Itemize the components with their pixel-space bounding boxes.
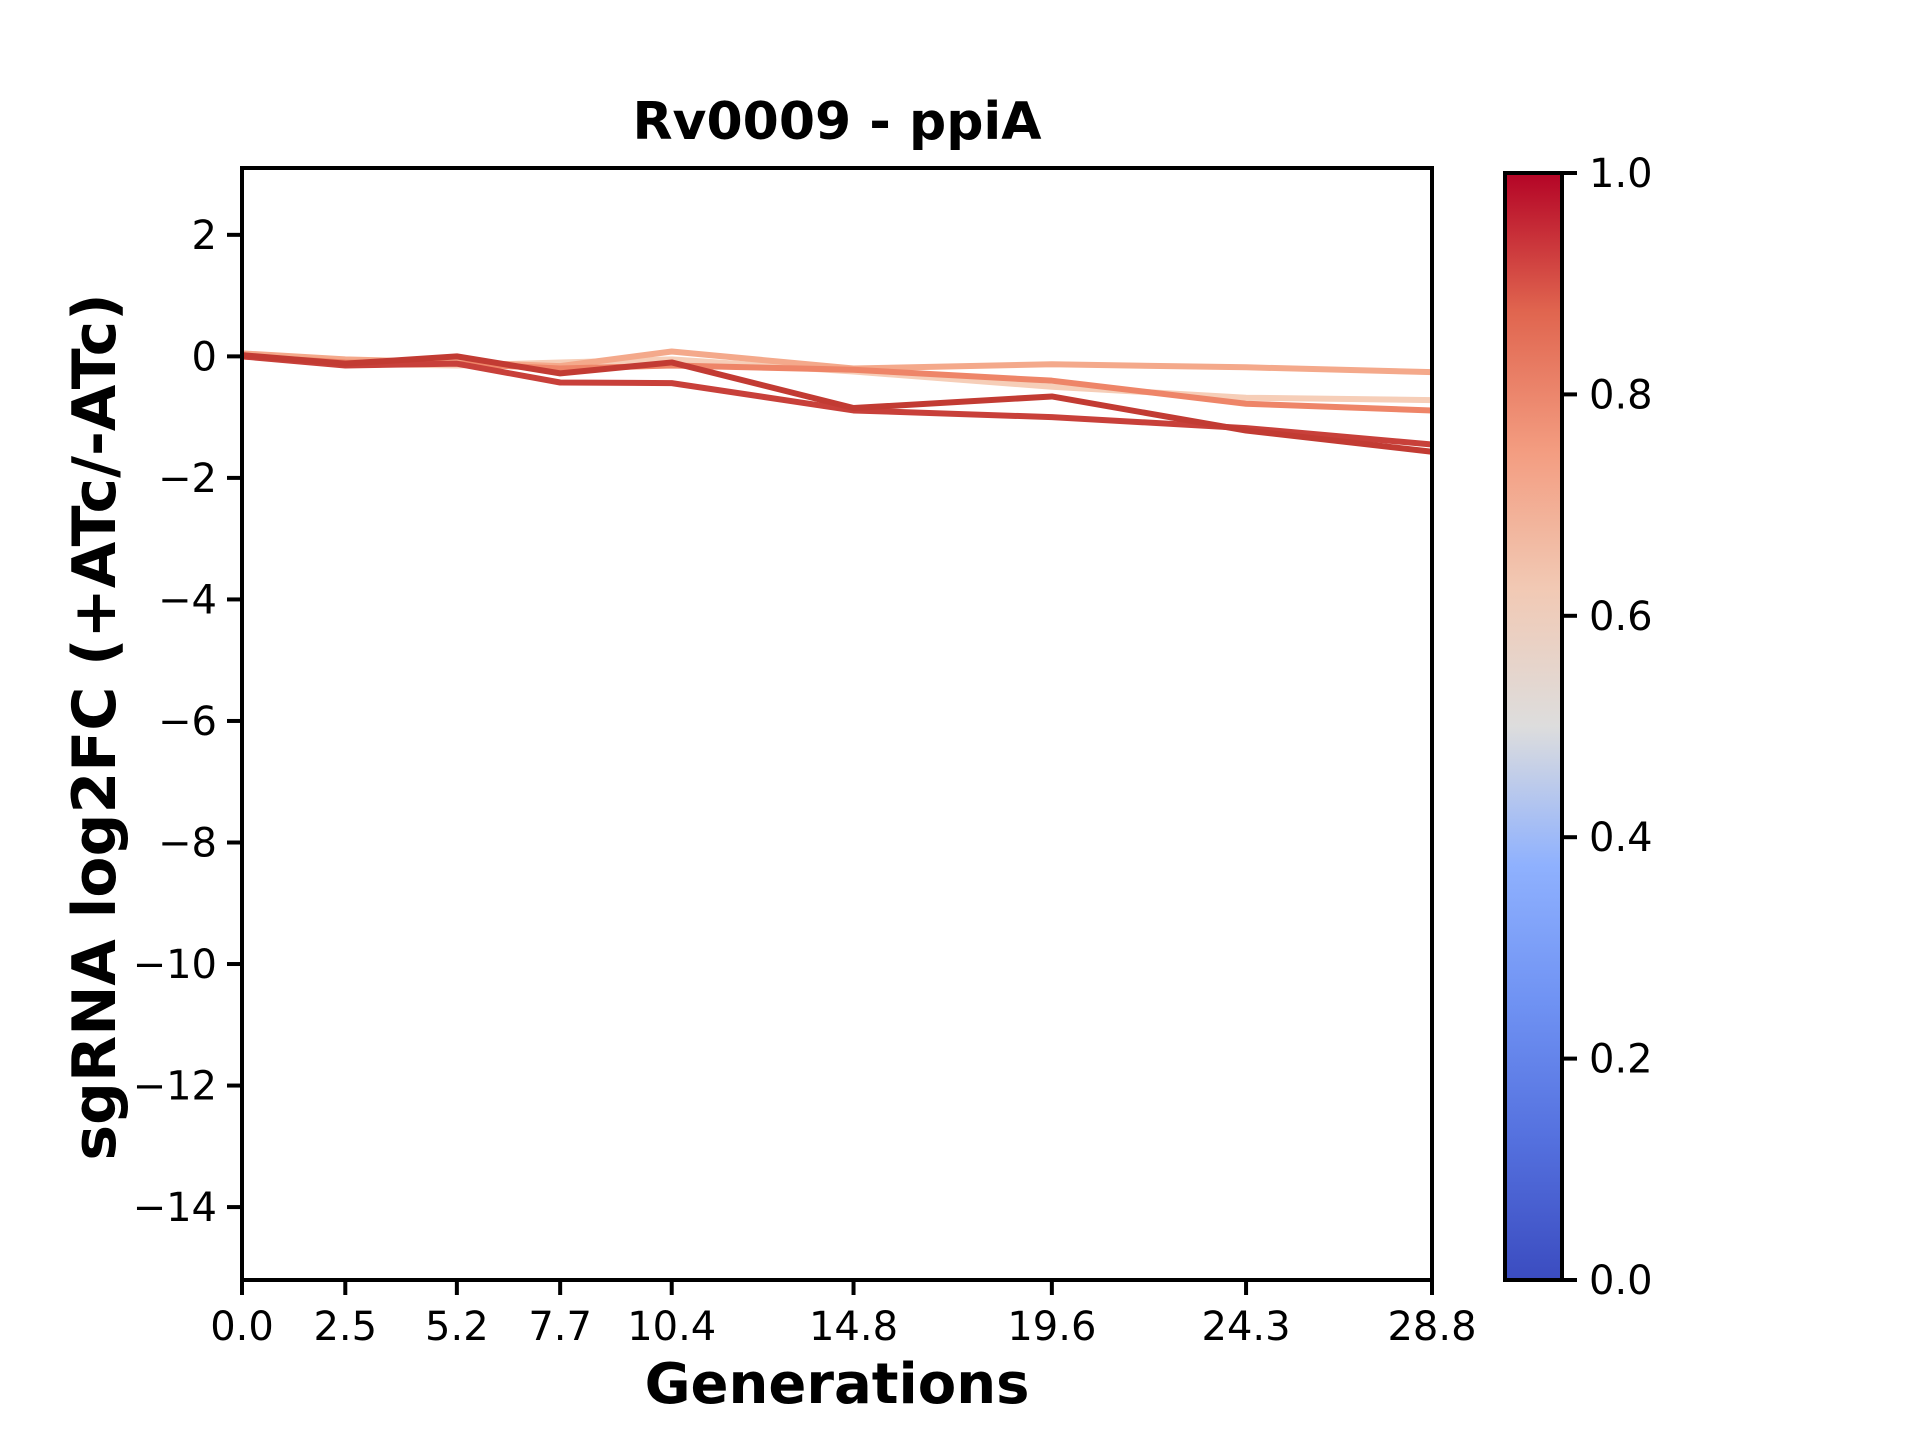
colorbar bbox=[1503, 171, 1564, 1282]
y-tick-label: −12 bbox=[133, 1064, 217, 1110]
y-axis-ticks: 2 0 −2 −4 −6 −8 −10 −12 −14 bbox=[133, 213, 242, 1231]
colorbar-tick-label: 0.4 bbox=[1589, 815, 1653, 861]
colorbar-ticks: 1.0 0.8 0.6 0.4 0.2 0.0 bbox=[1562, 151, 1653, 1304]
x-tick-label: 10.4 bbox=[627, 1304, 716, 1350]
colorbar-tick-label: 0.8 bbox=[1589, 372, 1653, 418]
x-tick-label: 19.6 bbox=[1007, 1304, 1096, 1350]
y-tick-label: −10 bbox=[133, 942, 217, 988]
chart-title: Rv0009 - ppiA bbox=[632, 92, 1042, 152]
y-tick-label: −4 bbox=[158, 577, 217, 623]
series-line-sgrna-strength-0.95 bbox=[241, 352, 1433, 455]
x-tick-label: 7.7 bbox=[528, 1304, 592, 1350]
colorbar-tick-label: 0.2 bbox=[1589, 1037, 1653, 1083]
x-tick-label: 5.2 bbox=[425, 1304, 489, 1350]
x-tick-label: 24.3 bbox=[1202, 1304, 1291, 1350]
y-tick-label: −14 bbox=[133, 1185, 217, 1231]
y-axis-label-text: sgRNA log2FC (+ATc/-ATc) bbox=[60, 293, 130, 1161]
colorbar-tick-label: 0.0 bbox=[1589, 1258, 1653, 1304]
x-tick-label: 28.8 bbox=[1387, 1304, 1476, 1350]
plot-frame bbox=[240, 166, 1434, 1282]
y-tick-label: −8 bbox=[158, 820, 217, 866]
x-axis-label: Generations bbox=[644, 1352, 1030, 1417]
y-tick-label: −6 bbox=[158, 699, 217, 745]
y-tick-label: 2 bbox=[192, 213, 217, 259]
y-tick-label: 0 bbox=[192, 334, 217, 380]
x-tick-label: 0.0 bbox=[210, 1304, 274, 1350]
x-tick-label: 2.5 bbox=[313, 1304, 377, 1350]
x-tick-label: 14.8 bbox=[809, 1304, 898, 1350]
series-line-sgrna-strength-0.90 bbox=[241, 353, 1433, 448]
x-axis-ticks: 0.0 2.5 5.2 7.7 10.4 14.8 19.6 24.3 28.8 bbox=[210, 1280, 1477, 1350]
colorbar-tick-label: 1.0 bbox=[1589, 151, 1653, 197]
colorbar-tick-label: 0.6 bbox=[1589, 594, 1653, 640]
series-lines bbox=[241, 348, 1433, 455]
y-tick-label: −2 bbox=[158, 456, 217, 502]
